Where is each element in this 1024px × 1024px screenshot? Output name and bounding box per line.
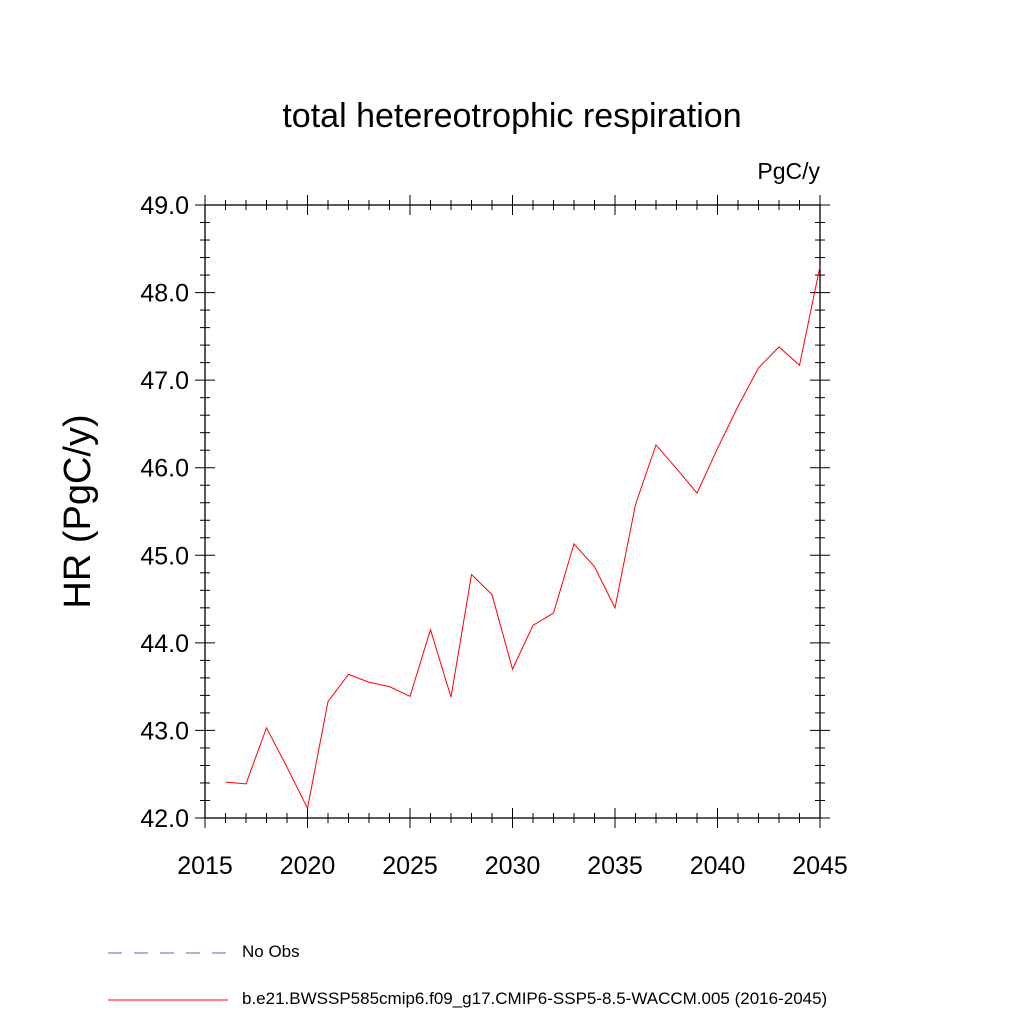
axis-ticks — [195, 195, 830, 828]
y-tick-label: 43.0 — [140, 717, 189, 745]
y-tick-label: 49.0 — [140, 192, 189, 220]
y-tick-label: 45.0 — [140, 542, 189, 570]
plot-frame — [204, 204, 821, 819]
legend-label-no-obs: No Obs — [242, 942, 300, 961]
series-line — [225, 266, 821, 810]
y-tick-label: 47.0 — [140, 367, 189, 395]
x-tick-label: 2035 — [587, 852, 643, 880]
legend — [108, 952, 228, 1001]
y-tick-label: 48.0 — [140, 280, 189, 308]
tick-labels: 42.0 43.0 44.0 45.0 46.0 47.0 48.0 49.0 2015 2020… — [140, 192, 847, 880]
x-tick-label: 2025 — [382, 852, 438, 880]
series-layer — [225, 266, 821, 810]
x-tick-label: 2015 — [177, 852, 233, 880]
chart-title: total hetereotrophic respiration — [282, 97, 742, 135]
x-tick-label: 2030 — [485, 852, 541, 880]
y-tick-label: 42.0 — [140, 805, 189, 833]
y-axis-label: HR (PgC/y) — [57, 414, 99, 608]
units-label: PgC/y — [757, 158, 820, 184]
y-tick-label: 46.0 — [140, 455, 189, 483]
x-tick-label: 2045 — [792, 852, 848, 880]
x-tick-label: 2040 — [690, 852, 746, 880]
x-tick-label: 2020 — [280, 852, 336, 880]
legend-label-model: b.e21.BWSSP585cmip6.f09_g17.CMIP6-SSP5-8… — [242, 989, 828, 1008]
y-tick-label: 44.0 — [140, 630, 189, 658]
